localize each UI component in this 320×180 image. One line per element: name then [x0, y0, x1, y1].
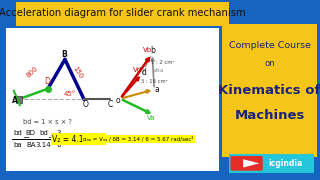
Text: ba: ba [14, 141, 22, 148]
Text: O: O [82, 100, 88, 109]
Text: BA: BA [26, 141, 36, 148]
Text: C: C [108, 100, 113, 109]
Text: Va: Va [147, 115, 155, 121]
Text: o: o [116, 96, 120, 105]
Text: b: b [150, 46, 155, 55]
Text: bd: bd [39, 130, 48, 136]
Text: Acceleration diagram for slider crank mechanism: Acceleration diagram for slider crank me… [0, 8, 246, 19]
Text: Vba: Vba [153, 68, 164, 73]
FancyBboxPatch shape [215, 14, 320, 167]
Text: V₂ = 4.1 m / s: V₂ = 4.1 m / s [52, 134, 105, 143]
Text: 45°: 45° [64, 91, 76, 97]
Text: αₙₐ = Vₙₐ / δB = 3.14 / 6 = 5.67 rad/sec²: αₙₐ = Vₙₐ / δB = 3.14 / 6 = 5.67 rad/sec… [83, 136, 194, 141]
FancyBboxPatch shape [1, 1, 244, 27]
Text: a: a [154, 85, 159, 94]
Text: BD: BD [26, 130, 36, 136]
Text: on: on [264, 59, 275, 69]
Text: Complete Course: Complete Course [228, 41, 311, 50]
Text: bd: bd [14, 130, 22, 136]
Text: 3: 3 [56, 130, 61, 136]
Text: 6: 6 [56, 141, 61, 148]
Text: d: d [142, 68, 147, 77]
Bar [16, 96, 22, 103]
Text: 3.14: 3.14 [36, 141, 52, 148]
FancyBboxPatch shape [230, 156, 263, 171]
Text: Kinematics of: Kinematics of [219, 84, 320, 97]
Text: 800: 800 [25, 65, 39, 78]
Text: =: = [22, 134, 29, 143]
Text: 3 : 16 cm²: 3 : 16 cm² [141, 79, 168, 84]
Polygon shape [243, 159, 259, 168]
Text: bd = 1 × s × ?: bd = 1 × s × ? [23, 119, 72, 125]
Text: Vd: Vd [132, 67, 142, 73]
Text: icgindia: icgindia [268, 159, 303, 168]
FancyBboxPatch shape [3, 26, 222, 173]
Text: Machines: Machines [235, 109, 305, 122]
Text: 1 : 2 cm²: 1 : 2 cm² [151, 60, 175, 65]
FancyBboxPatch shape [219, 152, 320, 175]
Text: A: A [12, 96, 17, 105]
Text: =: = [48, 134, 55, 143]
Text: 150: 150 [71, 65, 84, 80]
Text: B: B [61, 50, 67, 59]
Text: Vb: Vb [143, 47, 152, 53]
Text: D: D [44, 77, 51, 86]
